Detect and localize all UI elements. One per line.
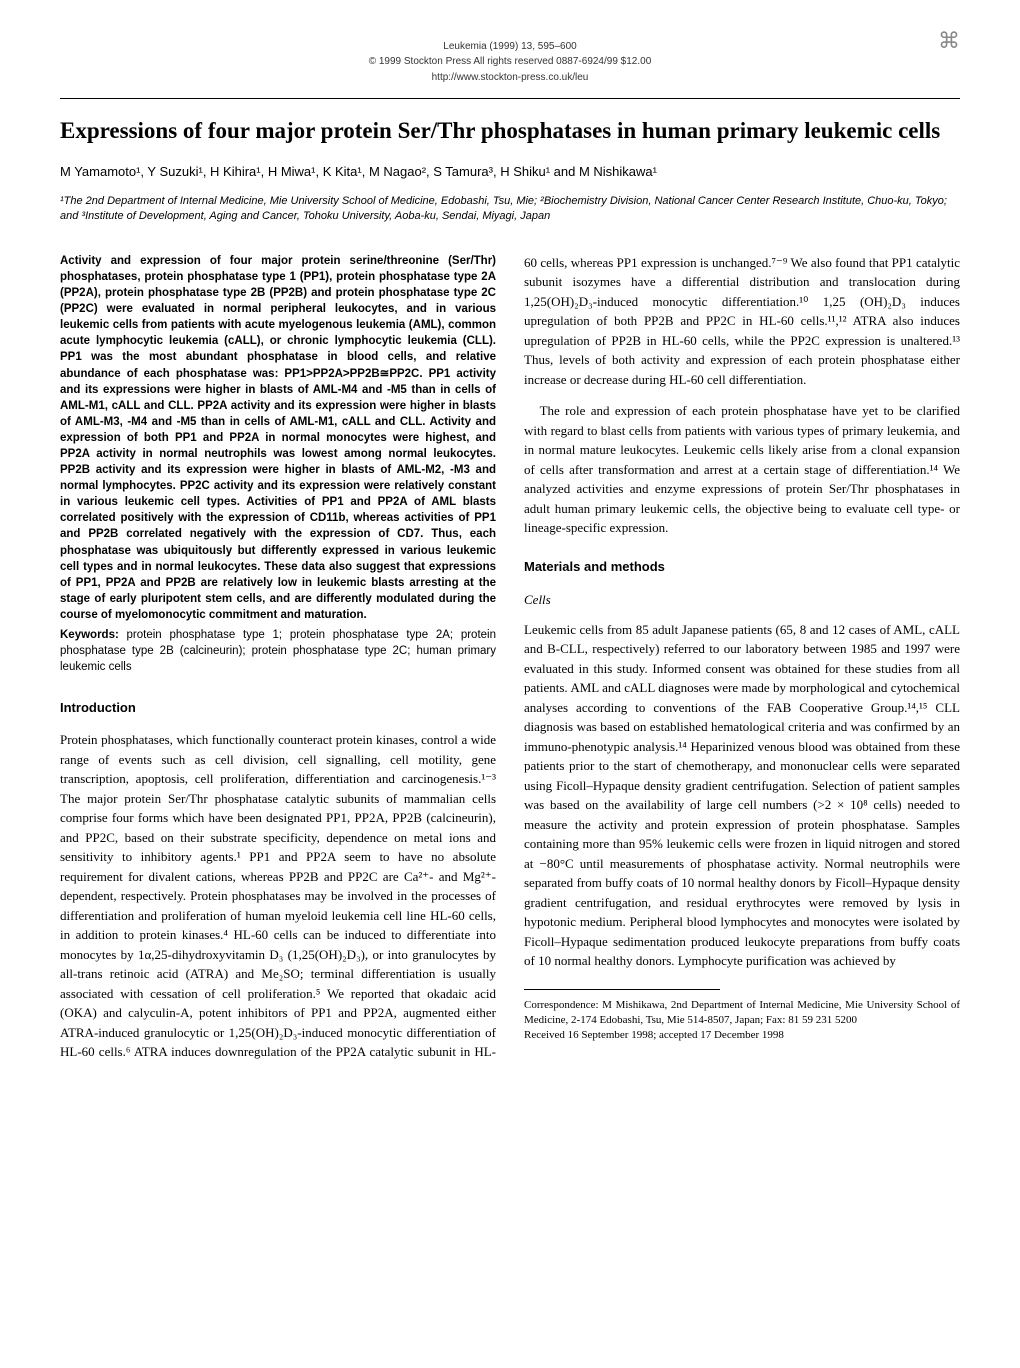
article-body-columns: Activity and expression of four major pr… <box>60 253 960 1062</box>
keywords-block: Keywords: protein phosphatase type 1; pr… <box>60 627 496 675</box>
received-accepted-dates: Received 16 September 1998; accepted 17 … <box>524 1028 960 1043</box>
correspondence-block: Correspondence: M Mishikawa, 2nd Departm… <box>524 989 960 1044</box>
introduction-heading: Introduction <box>60 699 496 718</box>
copyright-line: © 1999 Stockton Press All rights reserve… <box>60 55 960 70</box>
keywords-text: protein phosphatase type 1; protein phos… <box>60 629 496 673</box>
header-divider <box>60 98 960 99</box>
publisher-logo-icon: ⌘ <box>938 25 960 57</box>
materials-methods-heading: Materials and methods <box>524 558 960 577</box>
header-metadata: ⌘ Leukemia (1999) 13, 595–600 © 1999 Sto… <box>60 40 960 86</box>
keywords-label: Keywords: <box>60 629 119 641</box>
journal-citation: Leukemia (1999) 13, 595–600 <box>60 40 960 55</box>
article-title: Expressions of four major protein Ser/Th… <box>60 117 960 146</box>
author-list: M Yamamoto¹, Y Suzuki¹, H Kihira¹, H Miw… <box>60 163 960 182</box>
correspondence-divider <box>524 989 720 990</box>
cells-subheading: Cells <box>524 591 960 610</box>
cells-paragraph-1: Leukemic cells from 85 adult Japanese pa… <box>524 620 960 971</box>
introduction-paragraph-2: The role and expression of each protein … <box>524 401 960 538</box>
affiliations: ¹The 2nd Department of Internal Medicine… <box>60 194 960 225</box>
abstract-text: Activity and expression of four major pr… <box>60 253 496 623</box>
correspondence-address: Correspondence: M Mishikawa, 2nd Departm… <box>524 998 960 1029</box>
publisher-url: http://www.stockton-press.co.uk/leu <box>60 71 960 86</box>
